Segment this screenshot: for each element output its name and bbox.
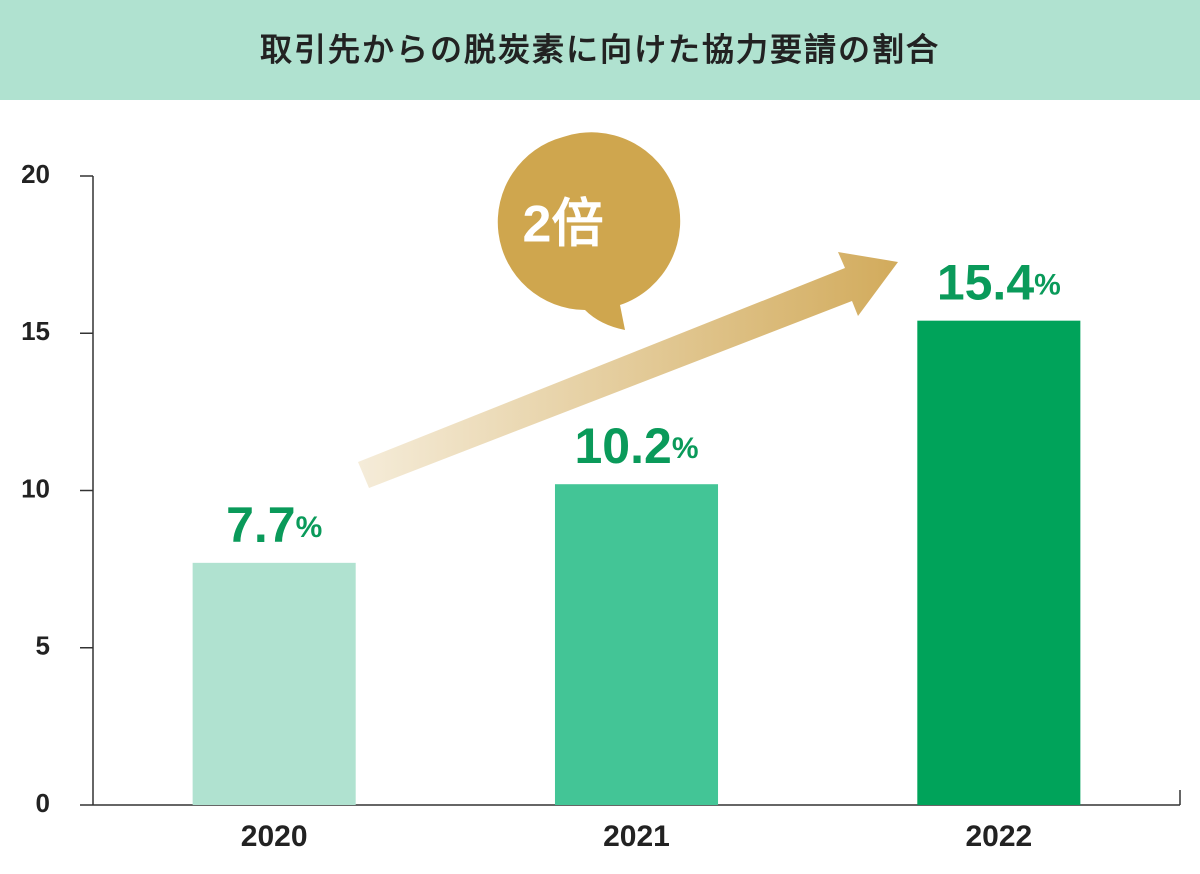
y-tick-label: 10 <box>21 473 50 503</box>
title-band <box>0 0 1200 100</box>
bar <box>554 484 719 805</box>
value-label: 15.4% <box>937 255 1061 311</box>
x-tick-label: 2021 <box>603 820 670 853</box>
y-tick-label: 0 <box>36 788 50 818</box>
chart-title: 取引先からの脱炭素に向けた協力要請の割合 <box>260 31 940 67</box>
x-tick-label: 2022 <box>965 820 1032 853</box>
bar <box>917 320 1081 805</box>
y-tick-label: 5 <box>36 631 50 661</box>
y-tick-label: 15 <box>21 316 50 346</box>
callout-bubble <box>497 132 681 330</box>
trend-arrow <box>358 252 898 488</box>
y-tick-label: 20 <box>21 159 50 189</box>
callout-text: 2倍 <box>523 196 604 254</box>
value-label: 7.7% <box>226 497 322 553</box>
bar <box>192 562 356 805</box>
value-label: 10.2% <box>574 418 698 474</box>
x-tick-label: 2020 <box>241 820 308 853</box>
